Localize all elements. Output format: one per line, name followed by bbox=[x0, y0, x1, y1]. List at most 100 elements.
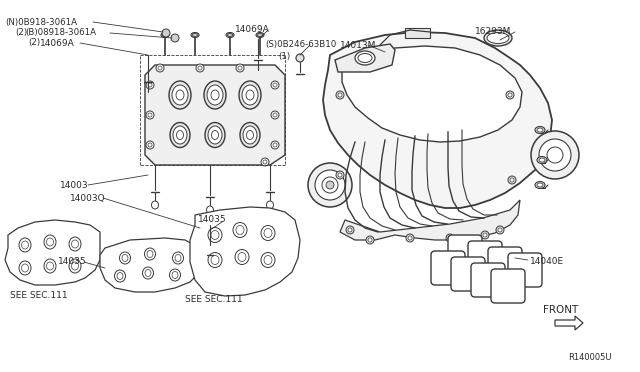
Text: 14069A: 14069A bbox=[235, 26, 269, 35]
Text: 14013M: 14013M bbox=[340, 41, 376, 49]
Circle shape bbox=[148, 143, 152, 147]
Ellipse shape bbox=[535, 182, 545, 189]
Ellipse shape bbox=[240, 122, 260, 148]
Ellipse shape bbox=[72, 262, 79, 270]
Text: 14040E: 14040E bbox=[530, 257, 564, 266]
Circle shape bbox=[483, 233, 487, 237]
Ellipse shape bbox=[47, 262, 54, 270]
Ellipse shape bbox=[147, 250, 153, 257]
Circle shape bbox=[531, 131, 579, 179]
Ellipse shape bbox=[120, 252, 131, 264]
Ellipse shape bbox=[44, 259, 56, 273]
Circle shape bbox=[446, 234, 454, 242]
Text: 14003: 14003 bbox=[60, 180, 88, 189]
Ellipse shape bbox=[233, 222, 247, 237]
Ellipse shape bbox=[207, 85, 223, 105]
Ellipse shape bbox=[117, 273, 123, 279]
Ellipse shape bbox=[208, 253, 222, 267]
Circle shape bbox=[547, 147, 563, 163]
Circle shape bbox=[273, 143, 277, 147]
Ellipse shape bbox=[170, 269, 180, 281]
Polygon shape bbox=[145, 65, 285, 165]
FancyBboxPatch shape bbox=[488, 247, 522, 281]
FancyBboxPatch shape bbox=[451, 257, 485, 291]
Ellipse shape bbox=[207, 247, 212, 253]
Ellipse shape bbox=[261, 253, 275, 267]
Ellipse shape bbox=[239, 81, 261, 109]
Ellipse shape bbox=[537, 183, 543, 187]
Polygon shape bbox=[342, 46, 522, 142]
Ellipse shape bbox=[176, 90, 184, 100]
FancyBboxPatch shape bbox=[431, 251, 465, 285]
Ellipse shape bbox=[257, 33, 262, 36]
Ellipse shape bbox=[177, 131, 184, 140]
Circle shape bbox=[366, 236, 374, 244]
Circle shape bbox=[273, 83, 277, 87]
Circle shape bbox=[273, 113, 277, 117]
Circle shape bbox=[148, 83, 152, 87]
Circle shape bbox=[338, 173, 342, 177]
Ellipse shape bbox=[47, 238, 54, 246]
FancyBboxPatch shape bbox=[508, 253, 542, 287]
Ellipse shape bbox=[238, 253, 246, 262]
Ellipse shape bbox=[242, 85, 258, 105]
Ellipse shape bbox=[163, 33, 168, 36]
Circle shape bbox=[162, 29, 170, 37]
Ellipse shape bbox=[44, 235, 56, 249]
Ellipse shape bbox=[19, 238, 31, 252]
Ellipse shape bbox=[170, 122, 190, 148]
Ellipse shape bbox=[537, 128, 543, 132]
Ellipse shape bbox=[72, 240, 79, 248]
Circle shape bbox=[146, 81, 154, 89]
Text: 14035: 14035 bbox=[58, 257, 86, 266]
Ellipse shape bbox=[264, 256, 272, 264]
Ellipse shape bbox=[161, 32, 169, 38]
Polygon shape bbox=[100, 238, 205, 292]
Circle shape bbox=[336, 171, 344, 179]
Text: (N)0B918-3061A: (N)0B918-3061A bbox=[5, 17, 77, 26]
FancyBboxPatch shape bbox=[491, 269, 525, 303]
Circle shape bbox=[539, 139, 571, 171]
FancyBboxPatch shape bbox=[468, 241, 502, 275]
Circle shape bbox=[198, 66, 202, 70]
Circle shape bbox=[496, 226, 504, 234]
Ellipse shape bbox=[22, 264, 29, 272]
Ellipse shape bbox=[264, 228, 272, 237]
Circle shape bbox=[406, 234, 414, 242]
Ellipse shape bbox=[211, 131, 218, 140]
Ellipse shape bbox=[145, 269, 151, 276]
Text: 14035: 14035 bbox=[198, 215, 227, 224]
Ellipse shape bbox=[169, 81, 191, 109]
Ellipse shape bbox=[173, 126, 187, 144]
Ellipse shape bbox=[211, 90, 219, 100]
Ellipse shape bbox=[211, 256, 219, 264]
Circle shape bbox=[326, 181, 334, 189]
Polygon shape bbox=[190, 207, 300, 296]
Circle shape bbox=[158, 66, 162, 70]
Ellipse shape bbox=[246, 90, 254, 100]
Ellipse shape bbox=[243, 126, 257, 144]
FancyBboxPatch shape bbox=[448, 235, 482, 269]
Ellipse shape bbox=[172, 272, 178, 279]
Circle shape bbox=[448, 236, 452, 240]
Circle shape bbox=[271, 81, 279, 89]
Circle shape bbox=[171, 34, 179, 42]
Circle shape bbox=[271, 111, 279, 119]
Ellipse shape bbox=[535, 126, 545, 134]
Ellipse shape bbox=[211, 231, 219, 240]
Ellipse shape bbox=[487, 32, 509, 44]
Circle shape bbox=[236, 64, 244, 72]
Ellipse shape bbox=[205, 122, 225, 148]
Ellipse shape bbox=[207, 206, 214, 214]
Circle shape bbox=[238, 66, 242, 70]
Circle shape bbox=[336, 91, 344, 99]
Circle shape bbox=[296, 54, 304, 62]
Ellipse shape bbox=[266, 201, 273, 209]
Text: R140005U: R140005U bbox=[568, 353, 611, 362]
Ellipse shape bbox=[69, 237, 81, 251]
Ellipse shape bbox=[204, 81, 226, 109]
Text: 14003Q: 14003Q bbox=[70, 193, 106, 202]
Circle shape bbox=[261, 158, 269, 166]
Ellipse shape bbox=[261, 225, 275, 241]
Bar bbox=[405, 28, 430, 38]
